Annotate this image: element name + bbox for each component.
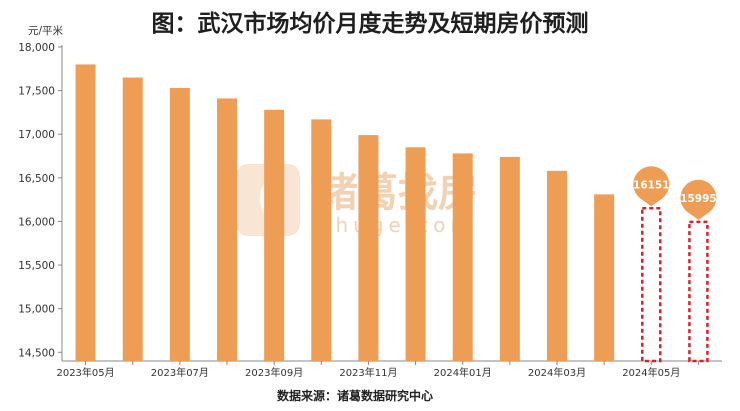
bar [311, 119, 332, 362]
x-tick-label: 2023年07月 [151, 366, 209, 379]
watermark-text: 诸葛找房 [318, 170, 478, 216]
y-axis: 14,500 15,000 15,500 16,000 16,500 17,000 17,5… [18, 42, 63, 361]
y-tick-label: 18,000 [18, 42, 55, 54]
bar [405, 147, 426, 361]
watermark-subtext: zhuge.com [320, 213, 475, 237]
forecast-pins: 16151 15995 [633, 166, 717, 220]
forecast-value-label: 15995 [680, 193, 717, 205]
x-tick-label: 2024年05月 [622, 366, 680, 379]
y-tick-label: 17,500 [18, 86, 55, 98]
y-tick-label: 15,000 [18, 304, 55, 316]
bar [264, 109, 285, 361]
bar [122, 77, 143, 362]
forecast-bar [641, 207, 662, 363]
bar [499, 156, 520, 361]
x-tick-label: 2023年05月 [56, 366, 114, 379]
chart-title: 图：武汉市场均价月度走势及短期房价预测 [151, 11, 589, 37]
forecast-pin [680, 179, 717, 220]
bar [358, 135, 379, 361]
x-tick-label: 2023年11月 [339, 366, 397, 379]
bar [169, 87, 190, 361]
forecast-pin [633, 166, 670, 207]
y-tick-label: 16,500 [18, 173, 55, 185]
x-axis: 2023年05月 2023年07月 2023年09月 2023年11月 2024年01月… [56, 360, 722, 379]
source-note: 数据来源：诸葛数据研究中心 [277, 388, 433, 403]
bar [75, 64, 96, 361]
x-tick-label: 2024年03月 [528, 366, 586, 379]
bar [594, 194, 615, 361]
bars [75, 64, 709, 363]
x-tick-label: 2024年01月 [434, 366, 492, 379]
y-tick-label: 14,500 [18, 347, 55, 359]
x-tick-label: 2023年09月 [245, 366, 303, 379]
bar [547, 170, 567, 361]
forecast-value-label: 16151 [633, 179, 670, 191]
y-tick-label: 16,000 [18, 216, 55, 228]
y-tick-label: 15,500 [18, 260, 55, 272]
y-axis-label: 元/平米 [28, 24, 64, 37]
bar [452, 153, 473, 361]
y-tick-label: 17,000 [18, 129, 55, 141]
bar [217, 98, 237, 361]
forecast-bar [688, 220, 709, 363]
